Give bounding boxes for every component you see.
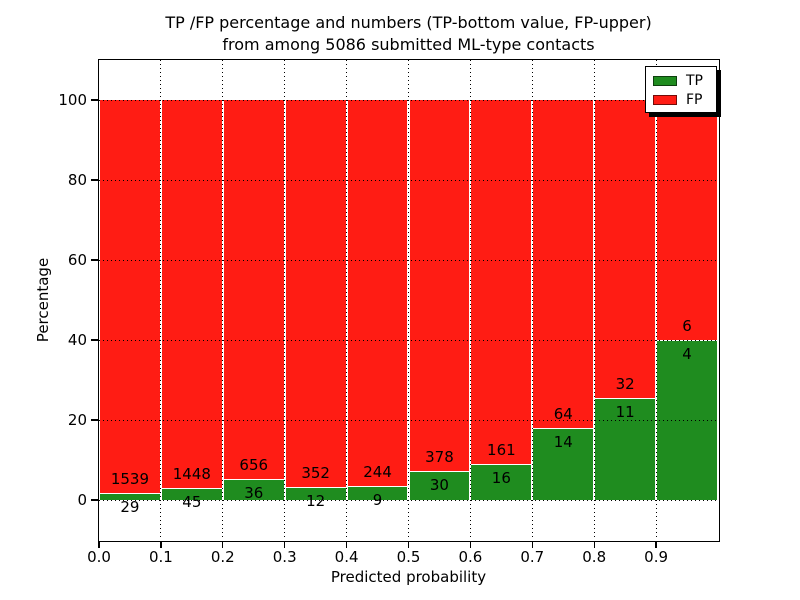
y-tick-label: 20 [67,411,87,429]
stacked-bar [346,100,409,500]
x-tick-label: 0.5 [396,548,421,566]
fp-count-label: 656 [239,456,269,475]
tp-bar-segment [471,463,532,500]
legend-item-tp: TP [646,71,716,90]
chart-title: TP /FP percentage and numbers (TP-bottom… [99,12,718,56]
x-tick-label: 0.9 [644,548,669,566]
stacked-bar [532,100,595,500]
tp-bar-segment [223,479,284,500]
x-tick-mark [469,541,472,548]
legend: TP FP [645,66,717,113]
tp-count-label: 30 [429,475,449,494]
x-tick-label: 0.3 [272,548,297,566]
x-tick-label: 0.1 [148,548,173,566]
tp-bar-segment [100,492,160,500]
x-gridline [469,60,471,540]
stacked-bar [160,100,223,500]
stacked-bar [594,100,657,500]
x-gridline [222,60,224,540]
x-tick-mark [222,541,224,548]
stacked-bar [284,100,347,500]
x-gridline [284,60,286,540]
x-gridline [655,60,657,540]
fp-count-label: 161 [487,440,516,459]
y-tick-label: 40 [67,331,87,349]
x-axis-label: Predicted probability [330,568,487,586]
y-tick-label: 100 [58,91,87,109]
tp-bar-segment [533,428,594,500]
x-tick-label: 0.8 [582,548,607,566]
tp-count-label: 36 [244,484,264,503]
stacked-bar [656,100,718,500]
y-axis-label: Percentage [34,257,52,343]
x-tick-mark [98,541,100,548]
fp-count-label: 352 [301,463,330,482]
fp-color-swatch [653,94,677,105]
tp-bar-segment [409,470,470,500]
chart-title-line2: from among 5086 submitted ML-type contac… [222,35,595,54]
tp-bar-segment [595,397,656,500]
tp-count-label: 12 [306,491,326,510]
tp-count-label: 29 [120,497,140,516]
fp-count-label: 32 [615,374,635,393]
tp-count-label: 11 [615,402,635,421]
tp-count-label: 9 [372,490,383,509]
x-gridline [346,60,348,540]
stacked-bar [222,100,285,500]
x-tick-mark [345,541,348,548]
tp-bar-segment [285,486,346,500]
legend-item-fp: FP [646,90,716,109]
y-tick-mark [90,499,98,501]
x-tick-label: 0.7 [520,548,545,566]
x-tick-mark [407,541,410,548]
fp-count-label: 1539 [110,469,150,488]
stacked-bar [408,100,471,500]
y-tick-label: 80 [67,171,87,189]
x-tick-mark [284,541,286,548]
fp-count-label: 244 [363,462,392,481]
fp-count-label: 378 [425,447,454,466]
x-tick-mark [593,541,595,548]
stacked-bar [99,100,161,500]
tp-count-label: 45 [182,492,202,511]
fp-count-label: 1448 [172,464,211,483]
tp-count-label: 4 [682,345,692,363]
y-tick-mark [90,179,98,181]
y-tick-mark [90,259,98,261]
x-tick-mark [160,541,162,548]
x-gridline [531,60,533,540]
y-tick-mark [90,99,98,101]
tp-bar-segment [161,487,222,500]
x-tick-mark [531,541,533,548]
legend-label-fp: FP [686,91,703,108]
x-tick-mark [655,541,657,548]
x-gridline [408,60,409,540]
x-gridline [160,60,162,540]
y-tick-mark [90,339,98,341]
fp-count-label: 6 [682,317,692,335]
y-tick-label: 0 [77,491,87,509]
x-gridline [593,60,595,540]
x-tick-label: 0.6 [458,548,483,566]
y-tick-label: 60 [67,251,87,269]
y-tick-mark [90,419,98,421]
tp-bar-segment [347,485,408,500]
x-tick-label: 0.4 [334,548,359,566]
x-tick-label: 0.0 [87,548,111,566]
tp-count-label: 16 [491,468,511,487]
tp-count-label: 14 [553,433,573,452]
x-tick-label: 0.2 [210,548,235,566]
tp-color-swatch [653,75,677,86]
chart-title-line1: TP /FP percentage and numbers (TP-bottom… [165,13,652,32]
fp-count-label: 64 [553,405,573,424]
legend-label-tp: TP [686,72,703,89]
